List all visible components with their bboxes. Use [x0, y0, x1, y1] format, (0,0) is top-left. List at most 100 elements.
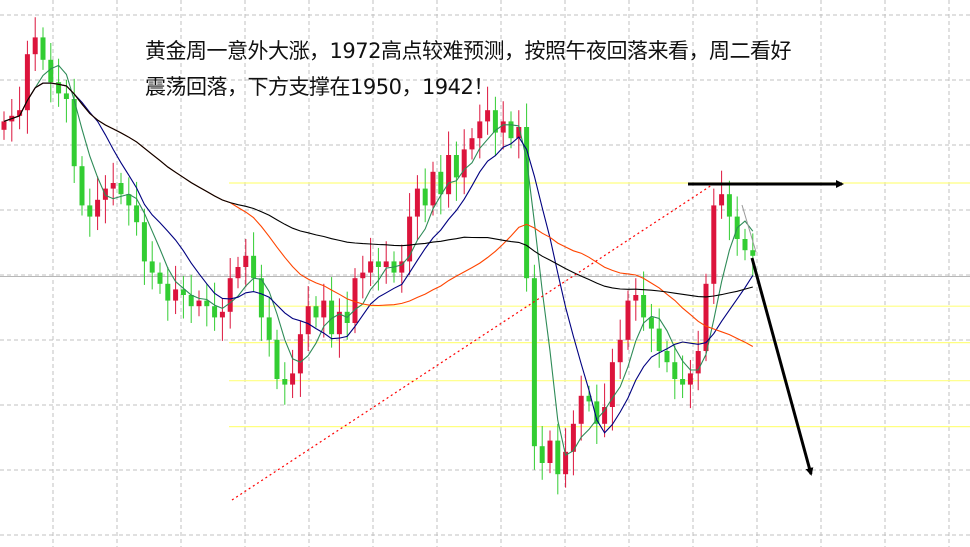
- candle-body: [414, 188, 420, 217]
- candle-body: [17, 110, 23, 116]
- candle-body: [586, 395, 592, 402]
- candle-body: [656, 328, 662, 351]
- moving-average-5: [3, 64, 754, 457]
- candle-body: [118, 183, 124, 195]
- candle-body: [531, 278, 537, 447]
- candle-body: [180, 289, 186, 295]
- candle-body: [609, 362, 615, 407]
- candle-body: [719, 194, 725, 206]
- candle-body: [87, 205, 93, 217]
- analysis-annotation: 黄金周一意外大涨，1972高点较难预测，按照午夜回落来看，周二看好 震荡回落，下…: [145, 33, 791, 105]
- candle-body: [508, 121, 514, 139]
- annotation-line-2: 震荡回落，下方支撑在1950，1942！: [145, 75, 494, 99]
- candle-body: [555, 440, 561, 475]
- candle-body: [703, 283, 709, 351]
- candle-body: [204, 300, 210, 307]
- candle-body: [422, 188, 428, 206]
- candle-body: [578, 395, 584, 424]
- candle-body: [742, 239, 748, 251]
- candle-body: [492, 110, 498, 133]
- candle-body: [594, 401, 600, 424]
- candle-body: [235, 267, 241, 279]
- candle-body: [134, 205, 140, 223]
- annotation-line-1: 黄金周一意外大涨，1972高点较难预测，按照午夜回落来看，周二看好: [145, 39, 791, 63]
- candle-body: [297, 334, 303, 374]
- candle-body: [165, 283, 171, 301]
- candle-body: [438, 171, 444, 195]
- candle-body: [313, 306, 319, 318]
- candle-body: [48, 59, 54, 83]
- candle-body: [680, 379, 686, 385]
- thin-trend-line: [741, 204, 757, 253]
- candle-body: [196, 300, 202, 307]
- candle-body: [1, 121, 7, 130]
- candle-body: [641, 295, 647, 318]
- candle-body: [266, 317, 272, 340]
- candle-body: [305, 306, 311, 335]
- candle-body: [24, 54, 30, 111]
- candle-body: [695, 351, 701, 374]
- candle-body: [485, 110, 491, 122]
- candle-body: [110, 183, 116, 189]
- candle-body: [188, 295, 194, 307]
- candle-body: [56, 82, 62, 94]
- candle-body: [407, 216, 413, 262]
- candle-body: [368, 261, 374, 273]
- candle-body: [329, 300, 335, 335]
- candle-body: [157, 272, 163, 284]
- candle-body: [672, 362, 678, 379]
- candle-body: [648, 317, 654, 329]
- candle-body: [227, 278, 233, 312]
- candle-body: [290, 373, 296, 385]
- candle-body: [71, 99, 77, 167]
- candle-body: [547, 440, 553, 463]
- candle-body: [95, 199, 101, 217]
- candle-body: [500, 121, 506, 133]
- candle-body: [360, 272, 366, 279]
- candle-body: [625, 300, 631, 340]
- candle-body: [711, 205, 717, 284]
- candle-body: [399, 261, 405, 273]
- candle-body: [79, 166, 85, 206]
- candle-body: [251, 255, 257, 279]
- candle-body: [383, 261, 389, 267]
- candle-body: [687, 373, 693, 385]
- candle-body: [63, 93, 69, 99]
- candle-body: [375, 261, 381, 267]
- candle-body: [243, 255, 249, 267]
- candle-body: [570, 423, 576, 452]
- candle-body: [430, 171, 436, 206]
- candle-body: [453, 155, 459, 178]
- candle-body: [469, 138, 475, 150]
- moving-average-30: [3, 82, 754, 347]
- candle-body: [173, 289, 179, 301]
- candle-body: [477, 121, 483, 139]
- candle-body: [461, 149, 467, 178]
- candle-body: [40, 37, 46, 60]
- candle-body: [149, 261, 155, 273]
- candle-body: [664, 351, 670, 363]
- candle-body: [539, 446, 545, 463]
- candle-body: [524, 127, 530, 279]
- candle-body: [446, 155, 452, 195]
- candle-body: [602, 407, 608, 424]
- candle-body: [750, 250, 756, 256]
- candle-body: [32, 37, 38, 55]
- dotted-trend-line: [231, 184, 713, 501]
- candle-body: [219, 311, 225, 318]
- candle-body: [633, 295, 639, 301]
- candle-body: [321, 300, 327, 318]
- candle-body: [726, 194, 732, 217]
- moving-average-60: [3, 82, 753, 298]
- candle-body: [282, 379, 288, 385]
- downward-arrow: [750, 257, 814, 476]
- candle-body: [336, 311, 342, 335]
- moving-average-10: [3, 82, 754, 434]
- candle-body: [141, 222, 147, 262]
- candle-body: [212, 306, 218, 318]
- candle-body: [352, 278, 358, 323]
- candle-body: [274, 339, 280, 379]
- candle-body: [258, 278, 264, 318]
